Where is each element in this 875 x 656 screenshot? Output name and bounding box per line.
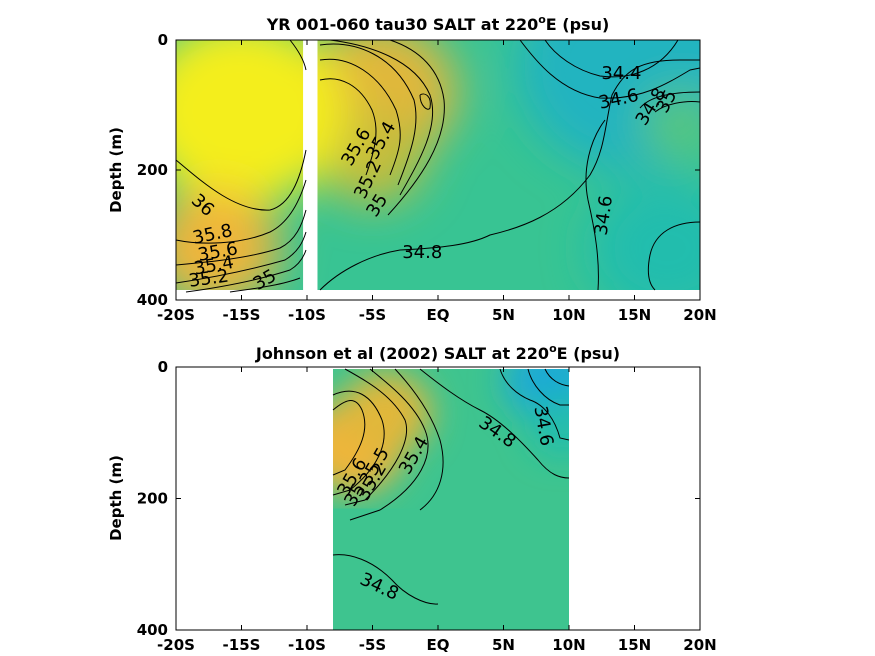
contour-line [419,368,570,479]
y-tick-label: 0 [158,31,168,49]
salinity-patch [176,189,281,290]
contour-line [319,59,700,291]
contour-line [319,43,417,186]
y-tick-label: 200 [137,161,168,179]
contour-line [332,390,385,496]
contour-line [332,400,366,476]
x-tick-label: 20N [683,636,716,654]
contour-line [419,93,431,110]
x-tick-label: -10S [288,636,326,654]
x-tick-label: 5N [492,306,515,324]
bottom-title: Johnson et al (2002) SALT at 220oE (psu) [255,342,620,363]
x-tick-label: -5S [359,306,386,324]
panel-bottom: Johnson et al (2002) SALT at 220oE (psu)… [107,342,717,654]
contour-line [319,58,401,176]
x-tick-label: -20S [157,306,195,324]
bottom-ticks: -20S -15S -10S -5S EQ 5N 10N 15N 20N 0 200 400 [137,358,717,654]
contour-line [229,277,301,293]
contour-line [519,39,701,99]
contour-line [185,249,307,293]
salinity-patch [529,396,569,456]
contour-line [175,209,307,266]
contour-label: 34.4 [601,63,641,84]
contour-line [387,39,445,216]
x-tick-label: 20N [683,306,716,324]
x-tick-label: 10N [552,636,585,654]
contour-line [527,368,569,406]
x-tick-label: 15N [618,636,651,654]
contour-line [289,39,307,71]
top-contours [175,39,701,293]
x-tick-label: -5S [359,636,386,654]
contour-line [344,368,407,506]
contour-line [647,221,701,291]
panel-top: YR 001-060 tau30 SALT at 220oE (psu) [107,13,717,324]
x-tick-label: 5N [492,636,515,654]
top-ticks: -20S -15S -10S -5S EQ 5N 10N 15N 20N 0 200 400 [137,31,717,324]
bottom-contours [332,368,570,605]
salinity-patch [641,89,700,160]
x-tick-label: 10N [552,306,585,324]
y-tick-label: 400 [137,621,168,639]
y-tick-label: 200 [137,490,168,508]
contour-line [544,39,679,78]
salinity-patch [588,177,700,290]
bottom-ylabel: Depth (m) [107,455,125,541]
contour-line [329,39,434,196]
contour-label: 34.8 [402,242,442,263]
contour-line [175,149,307,211]
y-tick-label: 0 [158,358,168,376]
contour-line [349,368,429,521]
top-ylabel: Depth (m) [107,127,125,213]
salinity-patch [339,371,432,455]
contour-line [319,78,377,176]
contour-line [639,91,701,109]
x-tick-label: -15S [223,636,261,654]
top-data-gap [303,40,318,292]
x-tick-label: EQ [427,636,450,654]
contour-line [394,368,444,511]
bottom-heatmap [333,369,569,630]
top-title: YR 001-060 tau30 SALT at 220oE (psu) [266,13,610,34]
contour-line [654,101,701,113]
x-tick-label: EQ [427,306,450,324]
contour-line [499,368,570,441]
contour-line [585,119,606,291]
contour-line [544,368,570,387]
x-tick-label: 15N [618,306,651,324]
y-tick-label: 400 [137,291,168,309]
contour-line [175,179,307,244]
salinity-patch [320,109,425,205]
x-tick-label: -10S [288,306,326,324]
x-tick-label: -20S [157,636,195,654]
x-tick-label: -15S [223,306,261,324]
contour-line [332,554,439,605]
contour-line [175,231,307,284]
